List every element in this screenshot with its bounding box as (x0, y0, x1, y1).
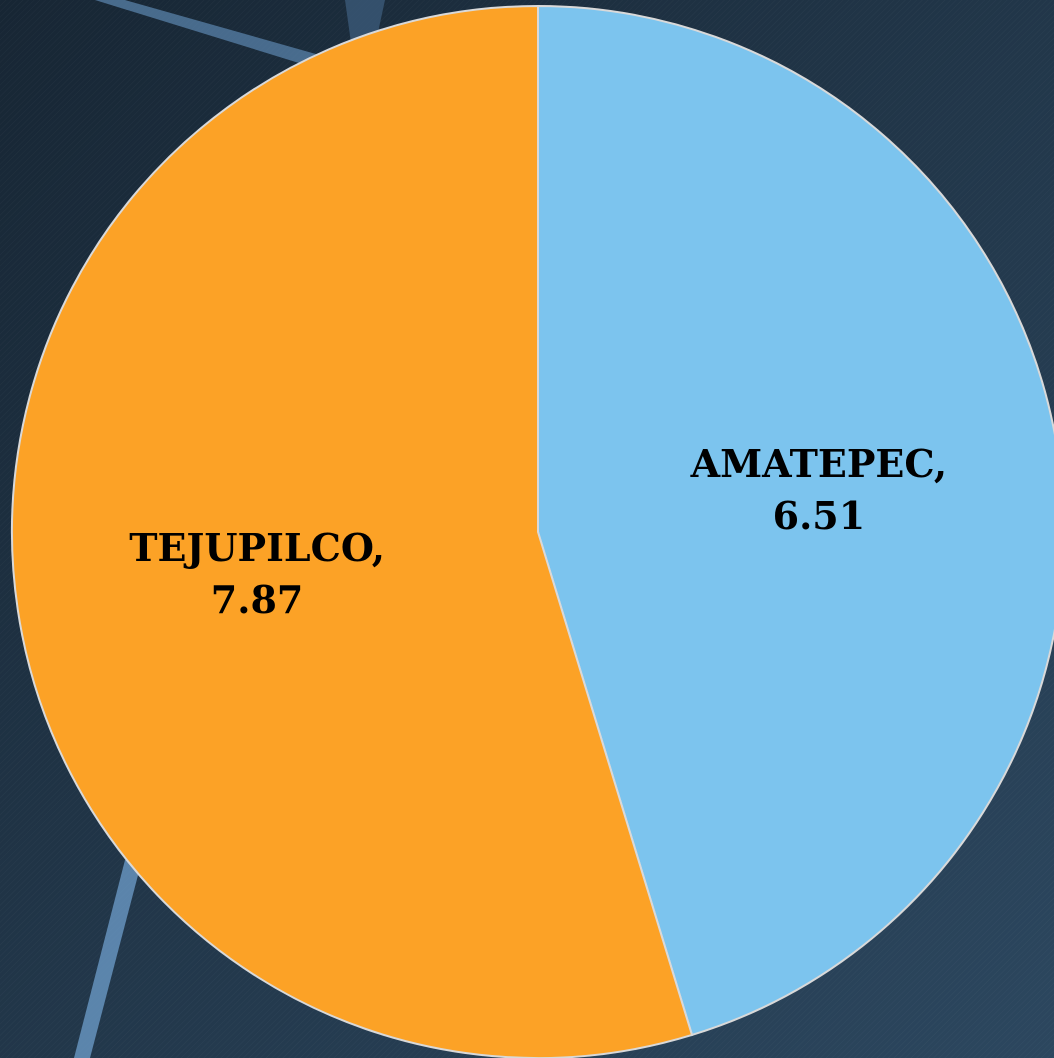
pie: AMATEPEC, 6.51 TEJUPILCO, 7.87 (11, 4, 1054, 1058)
decor-stripe (74, 860, 142, 1058)
data-label: AMATEPEC, 6.51 (690, 441, 948, 538)
data-label: TEJUPILCO, 7.87 (129, 525, 385, 622)
pie-slice (11, 4, 694, 1058)
pie-slice (537, 4, 1054, 1037)
